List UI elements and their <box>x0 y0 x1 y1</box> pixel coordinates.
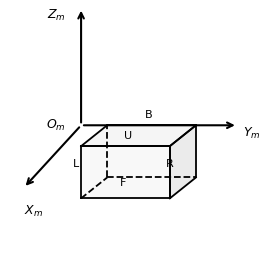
Text: R: R <box>166 159 174 169</box>
Text: U: U <box>124 131 132 141</box>
Text: $Y_m$: $Y_m$ <box>243 126 260 141</box>
Polygon shape <box>81 146 170 198</box>
Text: $X_m$: $X_m$ <box>24 204 43 219</box>
Text: B: B <box>145 110 153 120</box>
Text: F: F <box>120 178 126 188</box>
Polygon shape <box>170 125 196 198</box>
Text: L: L <box>73 159 79 169</box>
Text: $Z_m$: $Z_m$ <box>47 8 65 23</box>
Text: $O_m$: $O_m$ <box>46 118 65 133</box>
Polygon shape <box>81 125 196 146</box>
